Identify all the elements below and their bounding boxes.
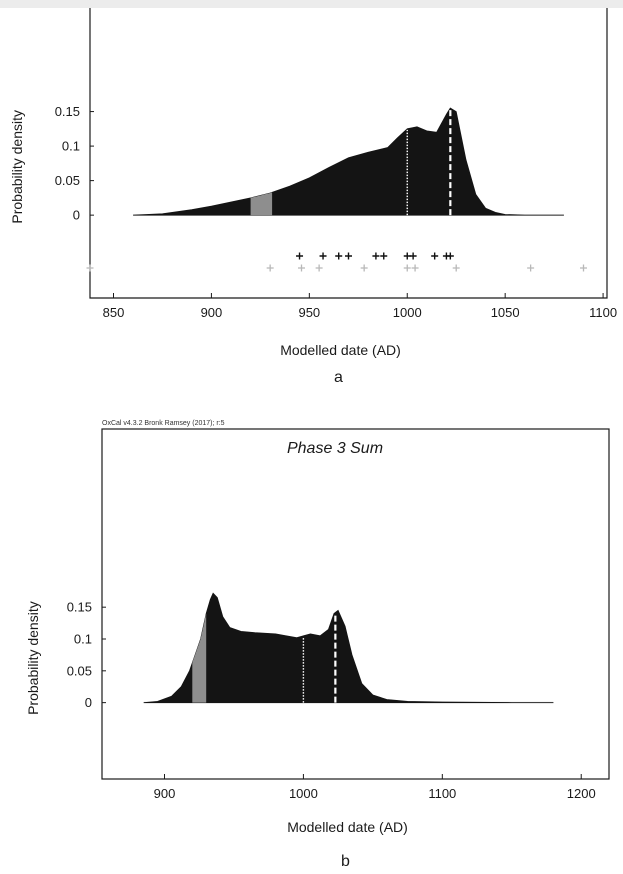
panel-a-gray-cross	[86, 264, 94, 272]
panel-a-gray-cross	[580, 264, 587, 272]
panel-a-plot-frame	[89, 8, 608, 299]
panel-a-gray-cross	[527, 264, 535, 272]
panel-b-density-area	[143, 592, 554, 703]
panel-b-plot-frame	[101, 428, 610, 780]
panel-a-density-area	[133, 107, 564, 216]
panel-a-x-tick-label: 1050	[491, 305, 520, 320]
top-band	[0, 0, 623, 8]
panel-a-black-cross	[380, 252, 388, 260]
panel-a-x-tick-label: 850	[103, 305, 125, 320]
panel-b-panel-letter: b	[341, 853, 350, 870]
panel-b-y-axis-label: Probability density	[25, 601, 41, 715]
panel-a-gray-cross	[452, 264, 460, 272]
panel-a-y-tick-label: 0.1	[62, 139, 80, 154]
panel-a-gray-cross	[411, 264, 419, 272]
panel-b-x-tick-label: 900	[154, 786, 176, 801]
panel-a-black-cross	[296, 252, 304, 260]
panel-a-gray-cross	[298, 264, 305, 272]
panel-a-black-cross	[409, 252, 417, 260]
panel-b-x-axis-label: Modelled date (AD)	[287, 819, 408, 835]
panel-a-x-axis-label: Modelled date (AD)	[280, 342, 401, 358]
panel-b-gray-band	[192, 613, 207, 703]
panel-b-y-tick-label: 0.1	[74, 632, 92, 647]
panel-b-x-tick-label: 1100	[428, 786, 456, 801]
panel-a-y-tick-label: 0.15	[55, 104, 80, 119]
panel-a-gray-cross	[315, 264, 323, 272]
panel-a-black-cross	[446, 252, 454, 260]
panel-b-x-tick-label: 1000	[289, 786, 318, 801]
panel-b-y-tick-label: 0	[85, 695, 92, 710]
panel-a-black-cross	[335, 252, 343, 260]
panel-a-gray-cross	[360, 264, 368, 272]
panel-a-black-cross	[345, 252, 352, 260]
panel-a-black-cross	[431, 252, 439, 260]
panel-a-panel-letter: a	[334, 369, 343, 386]
panel-b-credit-text: OxCal v4.3.2 Bronk Ramsey (2017); r:5	[102, 420, 225, 427]
panel-a-gray-cross	[403, 264, 411, 272]
panel-b-y-tick-label: 0.15	[67, 600, 92, 615]
panel-a-x-tick-label: 1100	[589, 305, 617, 320]
panel-a-x-tick-label: 1000	[393, 305, 422, 320]
panel-a-x-tick-label: 900	[201, 305, 223, 320]
panel-a-black-cross	[319, 252, 327, 260]
panel-a-black-cross	[372, 252, 380, 260]
panel-b-x-tick-label: 1200	[567, 786, 596, 801]
panel-b-y-tick-label: 0.05	[67, 663, 92, 678]
panel-a-y-tick-label: 0	[73, 208, 80, 223]
panel-b-chart-title: Phase 3 Sum	[287, 440, 383, 457]
panel-a-x-tick-label: 950	[298, 305, 320, 320]
panel-a-y-tick-label: 0.05	[55, 173, 80, 188]
panel-a-black-cross	[403, 252, 411, 260]
panel-a-y-axis-label: Probability density	[9, 110, 25, 224]
panel-a-gray-cross	[266, 264, 274, 272]
panel-a-gray-band	[250, 192, 273, 216]
